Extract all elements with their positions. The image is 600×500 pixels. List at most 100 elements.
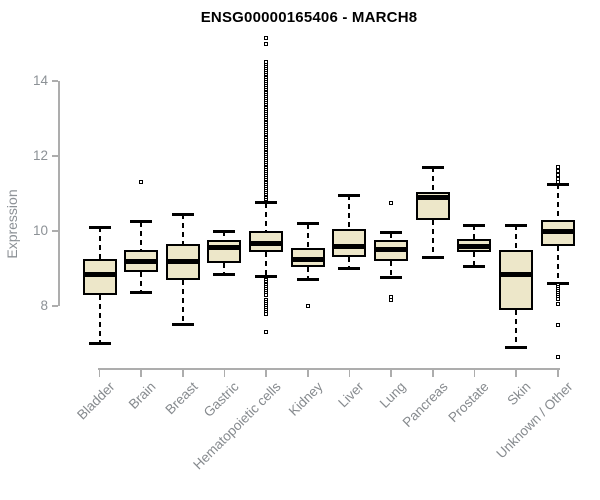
chart-title: ENSG00000165406 - MARCH8 (200, 9, 418, 26)
box-liver (332, 229, 367, 258)
median-line-kidney (292, 256, 323, 262)
upper-whisker-cap-skin (505, 223, 528, 227)
upper-whisker-pancreas (431, 167, 434, 192)
outlier-point-brain (139, 180, 144, 185)
upper-whisker-cap-kidney (296, 222, 319, 225)
y-axis-tick (52, 80, 58, 82)
outlier-point-unknown-other (555, 176, 560, 181)
upper-whisker-cap-brain (130, 220, 153, 224)
upper-whisker-cap-bladder (88, 225, 111, 229)
lower-whisker-cap-pancreas (421, 255, 444, 259)
outlier-point-hematopoietic-cells (264, 35, 269, 40)
outlier-point-hematopoietic-cells (264, 292, 269, 297)
x-axis-tick (515, 369, 517, 377)
y-axis-tick-label: 8 (40, 298, 48, 313)
outlier-point-hematopoietic-cells (264, 41, 269, 46)
y-axis-tick-label: 14 (32, 73, 48, 88)
upper-whisker-skin (515, 225, 518, 250)
outlier-point-lung (389, 294, 394, 299)
outlier-point-hematopoietic-cells (264, 330, 269, 335)
lower-whisker-cap-kidney (296, 278, 319, 282)
lower-whisker-lung (390, 261, 393, 278)
upper-whisker-hematopoietic-cells (265, 202, 268, 231)
median-line-lung (376, 247, 407, 253)
lower-whisker-pancreas (431, 219, 434, 258)
lower-whisker-cap-bladder (88, 342, 111, 345)
x-axis-tick (432, 369, 434, 377)
outlier-point-unknown-other (555, 165, 560, 170)
lower-whisker-cap-lung (380, 276, 403, 280)
outlier-point-unknown-other (555, 296, 560, 301)
y-axis-tick-label: 12 (32, 148, 48, 163)
lower-whisker-cap-skin (505, 345, 528, 349)
box-skin (499, 249, 534, 310)
x-axis-tick (390, 369, 392, 377)
x-axis-tick (557, 369, 559, 377)
x-axis-tick (265, 369, 267, 377)
median-line-breast (167, 258, 198, 264)
lower-whisker-unknown-other (556, 246, 559, 284)
outlier-point-unknown-other (555, 180, 560, 185)
median-line-hematopoietic-cells (251, 240, 282, 246)
outlier-point-kidney (305, 304, 310, 308)
lower-whisker-gastric (223, 262, 226, 275)
outlier-point-unknown-other (555, 172, 560, 177)
lower-whisker-cap-gastric (213, 272, 236, 276)
x-axis-tick (182, 369, 184, 377)
upper-whisker-breast (181, 214, 184, 245)
upper-whisker-lung (390, 232, 393, 241)
x-axis-tick (348, 369, 351, 377)
box-gastric (207, 240, 242, 263)
upper-whisker-kidney (306, 223, 309, 248)
lower-whisker-cap-brain (130, 291, 153, 295)
upper-whisker-cap-liver (338, 193, 361, 197)
upper-whisker-unknown-other (556, 184, 559, 220)
median-line-prostate (459, 243, 490, 249)
upper-whisker-bladder (98, 227, 101, 260)
outlier-point-unknown-other (555, 302, 560, 307)
upper-whisker-prostate (473, 225, 476, 239)
median-line-bladder (84, 271, 115, 277)
outlier-point-lung (389, 200, 394, 205)
outlier-point-unknown-other (555, 322, 560, 327)
x-axis-tick (307, 369, 309, 377)
lower-whisker-brain (140, 272, 143, 293)
x-axis-tick (223, 369, 226, 377)
x-axis-tick (140, 369, 142, 377)
lower-whisker-liver (348, 257, 351, 269)
median-line-liver (334, 243, 365, 249)
x-axis-tick (473, 369, 476, 377)
upper-whisker-cap-hematopoietic-cells (255, 201, 278, 205)
outlier-point-unknown-other (555, 354, 560, 359)
median-line-gastric (209, 245, 240, 251)
lower-whisker-skin (515, 309, 518, 348)
median-line-unknown-other (542, 228, 573, 234)
outlier-point-unknown-other (555, 169, 560, 173)
outlier-point-hematopoietic-cells (264, 311, 269, 316)
upper-whisker-cap-lung (380, 231, 403, 235)
lower-whisker-cap-prostate (463, 265, 486, 269)
upper-whisker-brain (140, 221, 143, 250)
y-axis-line (58, 81, 60, 306)
median-line-skin (501, 271, 532, 277)
upper-whisker-gastric (223, 231, 226, 241)
median-line-brain (126, 258, 157, 264)
y-axis-tick (52, 155, 58, 157)
outlier-point-hematopoietic-cells (264, 60, 269, 65)
median-line-pancreas (417, 194, 448, 200)
box-bladder (82, 259, 117, 295)
upper-whisker-cap-breast (171, 212, 194, 216)
y-axis-tick (52, 230, 58, 232)
y-axis-tick (52, 305, 58, 307)
lower-whisker-cap-liver (338, 267, 361, 270)
lower-whisker-prostate (473, 251, 476, 267)
x-axis-line (97, 368, 560, 370)
lower-whisker-hematopoietic-cells (265, 251, 268, 276)
outlier-point-lung (389, 298, 394, 303)
lower-whisker-kidney (306, 266, 309, 280)
lower-whisker-bladder (98, 294, 101, 344)
y-axis-tick-label: 10 (32, 223, 48, 238)
upper-whisker-cap-prostate (463, 223, 486, 227)
upper-whisker-liver (348, 195, 351, 230)
